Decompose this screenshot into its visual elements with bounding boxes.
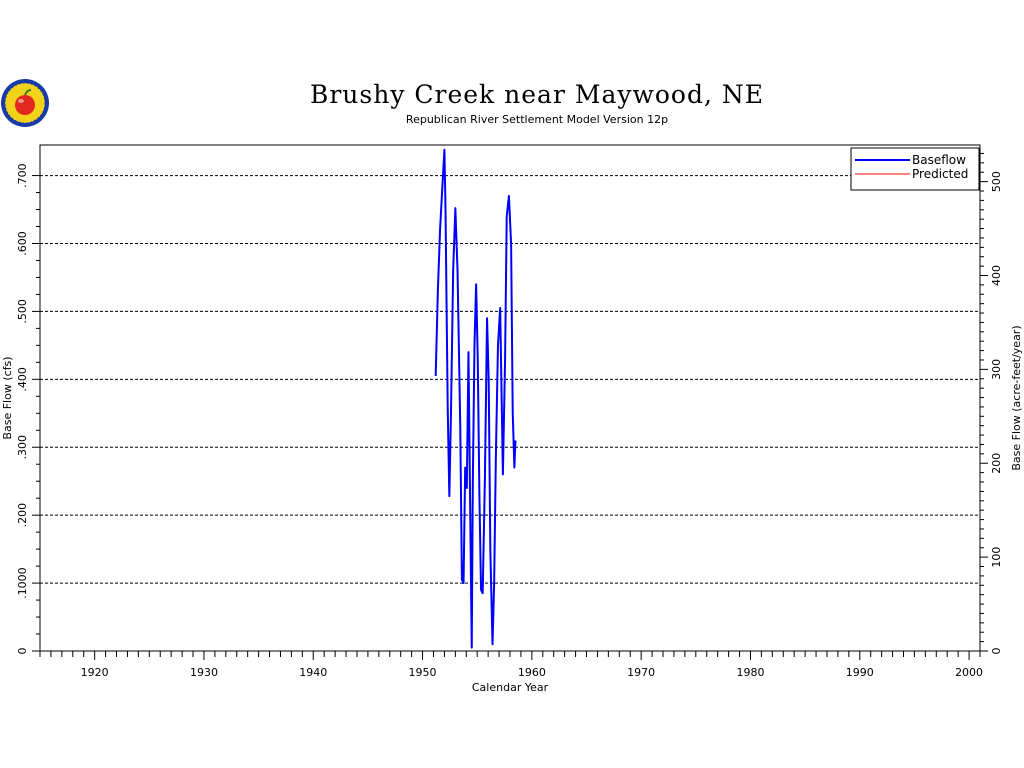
series-layer (434, 148, 517, 649)
y-tick-label: .700 (16, 163, 29, 188)
x-tick-label: 1990 (846, 666, 874, 679)
y2-tick-label: 300 (990, 359, 1003, 380)
y2-tick-label: 500 (990, 171, 1003, 192)
y-tick-label: .500 (16, 299, 29, 324)
x-tick-label: 1960 (518, 666, 546, 679)
legend-label-predicted: Predicted (912, 167, 968, 181)
y2-tick-label: 200 (990, 453, 1003, 474)
x-tick-label: 1980 (736, 666, 764, 679)
y2-tick-label: 100 (990, 547, 1003, 568)
legend-box (850, 147, 980, 191)
grid-lines (40, 175, 980, 584)
x-tick-label: 1920 (81, 666, 109, 679)
y-tick-label: .1000 (16, 567, 29, 599)
x-axis: 1920 1930 1940 1950 1960 1970 1980 1990 2000 (39, 651, 983, 679)
y-tick-label: 0 (16, 648, 29, 655)
legend-label-baseflow: Baseflow (912, 153, 966, 167)
y2-axis-label: Base Flow (acre-feet/year) (1010, 325, 1023, 470)
y-tick-label: .200 (16, 503, 29, 528)
legend: Baseflow Predicted (850, 147, 980, 191)
chart-title: Brushy Creek near Maywood, NE (310, 80, 764, 109)
x-tick-label: 1940 (299, 666, 327, 679)
organization-logo (1, 79, 49, 127)
x-tick-label: 1950 (409, 666, 437, 679)
y2-tick-label: 400 (990, 265, 1003, 286)
x-tick-label: 1970 (627, 666, 655, 679)
chart-subtitle: Republican River Settlement Model Versio… (406, 113, 668, 126)
x-tick-label: 1930 (190, 666, 218, 679)
y-tick-label: .300 (16, 435, 29, 460)
y-tick-label: .600 (16, 231, 29, 256)
y-tick-label: .400 (16, 367, 29, 392)
x-axis-label: Calendar Year (472, 681, 549, 694)
y-axis-label: Base Flow (cfs) (1, 356, 14, 439)
y-axis-left: 0 .1000 .200 .300 .400 .500 .600 .700 (16, 163, 40, 655)
y-axis-right: 0 100 200 300 400 500 (980, 152, 1003, 655)
y2-tick-label: 0 (990, 648, 1003, 655)
x-tick-label: 2000 (955, 666, 983, 679)
series-line-baseflow (434, 148, 517, 649)
